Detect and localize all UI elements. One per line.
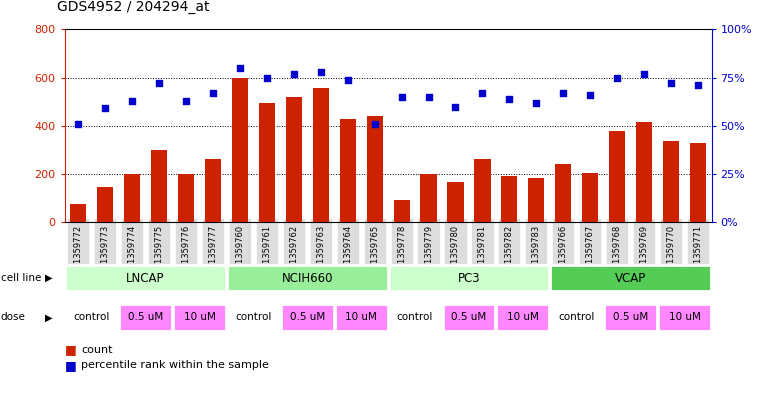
Text: 10 uM: 10 uM — [183, 312, 215, 322]
Text: GDS4952 / 204294_at: GDS4952 / 204294_at — [57, 0, 209, 14]
Text: 0.5 uM: 0.5 uM — [290, 312, 325, 322]
Bar — [124, 174, 140, 222]
Text: cell line: cell line — [1, 273, 41, 283]
Text: ▶: ▶ — [45, 312, 53, 322]
Point — [126, 97, 139, 104]
Bar — [389, 265, 549, 291]
Text: 10 uM: 10 uM — [669, 312, 701, 322]
Text: ■: ■ — [65, 343, 76, 356]
Bar — [528, 178, 544, 222]
Point — [692, 82, 704, 88]
Bar — [556, 164, 572, 222]
Text: 10 uM: 10 uM — [345, 312, 377, 322]
Point — [314, 69, 326, 75]
Text: percentile rank within the sample: percentile rank within the sample — [81, 360, 269, 371]
Bar — [550, 265, 711, 291]
Point — [207, 90, 219, 96]
Text: 0.5 uM: 0.5 uM — [613, 312, 648, 322]
Bar — [550, 304, 603, 331]
Point — [450, 103, 462, 110]
Text: control: control — [235, 312, 272, 322]
Point — [153, 80, 165, 86]
Bar — [70, 204, 86, 222]
Text: 0.5 uM: 0.5 uM — [128, 312, 163, 322]
Bar — [690, 143, 706, 222]
Bar — [335, 304, 387, 331]
Bar — [313, 88, 329, 222]
Point — [396, 94, 408, 100]
Text: dose: dose — [1, 312, 26, 322]
Point — [342, 76, 354, 83]
Point — [422, 94, 435, 100]
Bar — [119, 304, 172, 331]
Bar — [393, 200, 409, 222]
Text: 10 uM: 10 uM — [507, 312, 539, 322]
Bar — [474, 159, 491, 222]
Text: PC3: PC3 — [457, 272, 480, 285]
Bar — [443, 304, 495, 331]
Point — [99, 105, 111, 112]
Bar — [173, 304, 226, 331]
Point — [584, 92, 597, 98]
Point — [557, 90, 569, 96]
Point — [503, 95, 515, 102]
Bar — [609, 130, 626, 222]
Bar — [339, 119, 356, 222]
Bar — [421, 174, 437, 222]
Text: ■: ■ — [65, 359, 76, 372]
Text: control: control — [397, 312, 433, 322]
Bar — [205, 160, 221, 222]
Bar — [178, 174, 194, 222]
Bar — [259, 103, 275, 222]
Bar — [447, 182, 463, 222]
Point — [665, 80, 677, 86]
Point — [234, 65, 246, 71]
Bar — [65, 304, 118, 331]
Bar — [501, 176, 517, 222]
Bar — [97, 187, 113, 222]
Bar — [227, 304, 280, 331]
Point — [530, 99, 543, 106]
Text: VCAP: VCAP — [615, 272, 646, 285]
Bar — [582, 173, 598, 222]
Text: control: control — [74, 312, 110, 322]
Bar — [636, 122, 652, 222]
Bar — [285, 97, 302, 222]
Bar — [604, 304, 657, 331]
Text: count: count — [81, 345, 113, 355]
Point — [611, 74, 623, 81]
Point — [180, 97, 192, 104]
Point — [476, 90, 489, 96]
Point — [261, 74, 273, 81]
Bar — [227, 265, 387, 291]
Bar — [663, 141, 679, 222]
Bar — [496, 304, 549, 331]
Bar — [389, 304, 441, 331]
Point — [288, 71, 300, 77]
Text: 0.5 uM: 0.5 uM — [451, 312, 486, 322]
Text: control: control — [559, 312, 595, 322]
Bar — [232, 77, 248, 222]
Point — [368, 121, 380, 127]
Bar — [281, 304, 333, 331]
Text: NCIH660: NCIH660 — [282, 272, 333, 285]
Bar — [65, 265, 226, 291]
Point — [638, 71, 650, 77]
Bar — [367, 116, 383, 222]
Bar — [151, 150, 167, 222]
Point — [72, 121, 84, 127]
Bar — [658, 304, 711, 331]
Text: LNCAP: LNCAP — [126, 272, 165, 285]
Text: ▶: ▶ — [45, 273, 53, 283]
